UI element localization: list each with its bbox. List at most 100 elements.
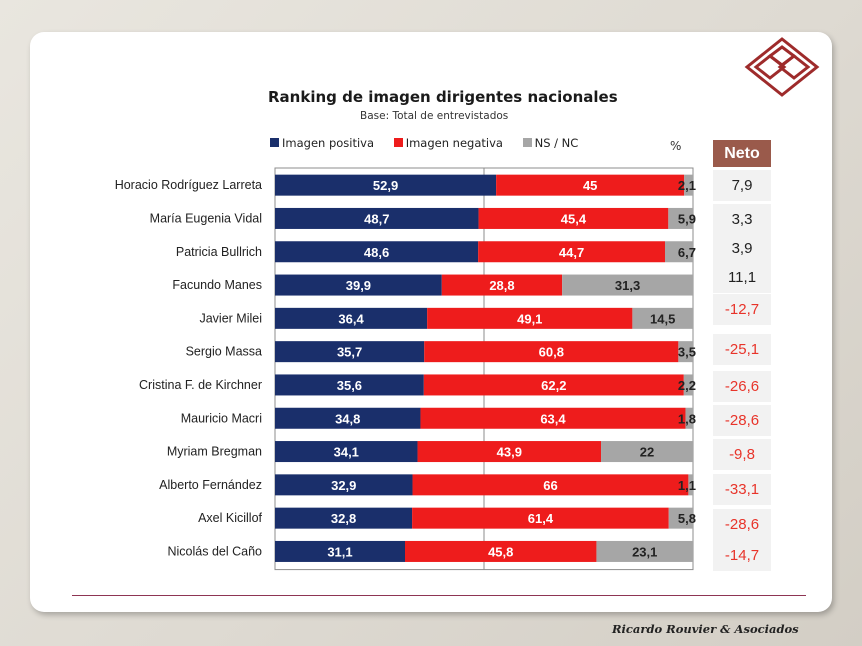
data-label: 32,8 xyxy=(331,511,356,526)
data-label: 34,8 xyxy=(335,411,360,426)
bar-segment xyxy=(664,241,693,263)
legend-label: Imagen positiva xyxy=(282,136,375,150)
data-label: 1,8 xyxy=(678,411,696,426)
bar-segment xyxy=(275,407,421,429)
bar-segment xyxy=(275,241,479,263)
bar-segment xyxy=(275,374,424,396)
chart-subtitle: Base: Total de entrevistados xyxy=(360,110,509,122)
bar-segment xyxy=(412,474,689,496)
bar-segment xyxy=(420,407,686,429)
category-label: María Eugenia Vidal xyxy=(150,211,262,225)
neto-value: 7,9 xyxy=(713,170,771,201)
data-label: 39,9 xyxy=(346,278,371,293)
category-label: Axel Kicillof xyxy=(198,511,262,525)
data-label: 62,2 xyxy=(541,378,566,393)
legend-label: Imagen negativa xyxy=(405,136,503,150)
category-label: Javier Milei xyxy=(199,311,262,325)
data-label: 44,7 xyxy=(559,245,584,260)
bar-segment xyxy=(275,540,405,562)
bar-segment xyxy=(275,174,497,196)
data-label: 23,1 xyxy=(632,544,657,559)
data-label: 63,4 xyxy=(540,411,566,426)
bar-segment xyxy=(478,207,669,229)
data-label: 5,8 xyxy=(678,511,696,526)
data-label: 28,8 xyxy=(489,278,514,293)
neto-value: -14,7 xyxy=(713,540,771,571)
neto-value: 3,3 xyxy=(713,204,771,235)
data-label: 31,3 xyxy=(615,278,640,293)
bar-segment xyxy=(496,174,685,196)
bar-segment xyxy=(275,474,413,496)
neto-value: -12,7 xyxy=(713,294,771,325)
bar-segment xyxy=(562,274,693,296)
category-label: Alberto Fernández xyxy=(159,478,262,492)
data-label: 2,1 xyxy=(678,178,696,193)
bar-segment xyxy=(668,507,693,529)
data-label: 45,4 xyxy=(561,211,587,226)
chart-legend: Imagen positiva Imagen negativa NS / NC xyxy=(270,136,594,150)
data-label: 1,1 xyxy=(678,478,696,493)
bar-segment xyxy=(668,207,693,229)
bar-segment xyxy=(275,307,428,329)
data-label: 48,7 xyxy=(364,211,389,226)
category-label: Horacio Rodríguez Larreta xyxy=(115,178,262,192)
bar-segment xyxy=(684,174,693,196)
bar-segment xyxy=(601,441,693,463)
neto-value: 3,9 xyxy=(713,233,771,264)
data-label: 66 xyxy=(543,478,557,493)
bar-segment xyxy=(275,274,442,296)
data-label: 32,9 xyxy=(331,478,356,493)
data-label: 35,6 xyxy=(337,378,362,393)
bar-segment xyxy=(275,341,425,363)
legend-item-negative: Imagen negativa xyxy=(393,136,503,150)
bar-segment xyxy=(632,307,693,329)
company-logo-icon xyxy=(744,37,820,97)
bar-segment xyxy=(424,341,679,363)
data-label: 3,5 xyxy=(678,345,696,360)
data-label: 34,1 xyxy=(334,445,359,460)
category-label: Myriam Bregman xyxy=(167,445,262,459)
neto-header: Neto xyxy=(713,140,771,167)
data-label: 45 xyxy=(583,178,597,193)
bar-segment xyxy=(275,507,413,529)
category-label: Cristina F. de Kirchner xyxy=(139,378,262,392)
bar-segment xyxy=(275,441,418,463)
data-label: 5,9 xyxy=(678,211,696,226)
data-label: 61,4 xyxy=(528,511,554,526)
data-label: 6,7 xyxy=(678,245,696,260)
unit-label: % xyxy=(670,139,682,153)
bar-segment xyxy=(412,507,669,529)
neto-value: -26,6 xyxy=(713,371,771,402)
legend-item-positive: Imagen positiva xyxy=(270,136,374,150)
legend-label: NS / NC xyxy=(534,136,579,150)
bar-segment xyxy=(417,441,602,463)
data-label: 31,1 xyxy=(327,544,352,559)
chart-title: Ranking de imagen dirigentes nacionales xyxy=(268,88,618,106)
bar-segment xyxy=(423,374,684,396)
category-label: Sergio Massa xyxy=(186,345,262,359)
category-label: Mauricio Macri xyxy=(181,411,262,425)
neto-value: -33,1 xyxy=(713,474,771,505)
data-label: 36,4 xyxy=(338,311,364,326)
data-label: 43,9 xyxy=(497,445,522,460)
bar-segment xyxy=(427,307,633,329)
bar-segment xyxy=(441,274,563,296)
data-label: 22 xyxy=(640,445,654,460)
data-label: 49,1 xyxy=(517,311,542,326)
category-label: Facundo Manes xyxy=(172,278,262,292)
data-label: 60,8 xyxy=(539,345,564,360)
footer-credit: Ricardo Rouvier & Asociados xyxy=(612,622,799,636)
bar-segment xyxy=(275,207,479,229)
neto-value: -28,6 xyxy=(713,509,771,540)
bar-segment xyxy=(596,540,693,562)
bar-segment xyxy=(404,540,597,562)
neto-value: 11,1 xyxy=(713,262,771,293)
data-label: 45,8 xyxy=(488,544,513,559)
legend-item-nsnc: NS / NC xyxy=(522,136,579,150)
category-label: Patricia Bullrich xyxy=(176,245,262,259)
data-label: 52,9 xyxy=(373,178,398,193)
data-label: 35,7 xyxy=(337,345,362,360)
neto-value: -28,6 xyxy=(713,405,771,436)
data-label: 2,2 xyxy=(678,378,696,393)
